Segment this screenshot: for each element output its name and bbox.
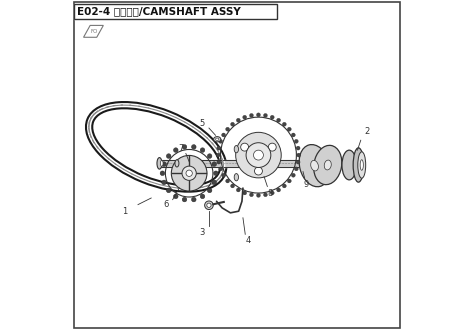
Circle shape [226,179,229,183]
Text: 2: 2 [365,127,370,137]
Circle shape [249,114,254,117]
Circle shape [287,127,291,131]
Circle shape [207,203,211,208]
Circle shape [216,153,220,157]
Circle shape [246,143,271,168]
Circle shape [191,145,196,149]
Circle shape [283,184,286,188]
Circle shape [237,118,240,122]
Circle shape [173,194,178,199]
Circle shape [217,146,221,150]
Circle shape [254,150,264,160]
Ellipse shape [175,160,179,167]
Text: 8: 8 [267,188,273,198]
Text: E02-4 凸轮组件/CAMSHAFT ASSY: E02-4 凸轮组件/CAMSHAFT ASSY [77,7,241,16]
Circle shape [166,188,171,193]
Text: 5: 5 [200,119,205,128]
Text: 4: 4 [246,236,251,246]
Ellipse shape [234,146,238,153]
Ellipse shape [234,174,238,181]
Circle shape [237,188,240,192]
Circle shape [243,191,246,195]
Text: 3: 3 [200,228,205,237]
Circle shape [171,155,207,191]
Circle shape [173,148,178,152]
Circle shape [270,115,274,119]
Circle shape [297,153,301,157]
Circle shape [294,167,298,171]
Ellipse shape [324,160,331,170]
Circle shape [255,167,263,175]
Circle shape [292,133,295,137]
Circle shape [270,191,274,195]
Circle shape [241,143,248,151]
Ellipse shape [299,145,330,187]
Circle shape [264,193,267,197]
Ellipse shape [214,137,221,142]
Ellipse shape [358,152,366,178]
Ellipse shape [314,145,342,185]
Ellipse shape [360,160,364,170]
Circle shape [226,127,229,131]
Circle shape [182,197,187,202]
Circle shape [217,160,221,164]
Circle shape [256,193,260,197]
Circle shape [212,162,217,166]
Circle shape [292,173,295,177]
Circle shape [294,139,298,143]
Circle shape [162,180,166,185]
Circle shape [205,201,213,210]
Circle shape [287,179,291,183]
Circle shape [162,162,166,166]
Ellipse shape [216,138,219,141]
Circle shape [200,194,205,199]
FancyBboxPatch shape [73,4,277,19]
Ellipse shape [157,157,162,169]
Circle shape [219,167,223,171]
Circle shape [182,145,187,149]
Circle shape [236,132,281,178]
Ellipse shape [160,160,163,166]
Circle shape [166,154,171,158]
Circle shape [222,173,226,177]
Circle shape [230,122,235,126]
Circle shape [207,188,212,193]
Text: 9: 9 [304,180,309,189]
Circle shape [160,171,165,176]
Circle shape [200,148,205,152]
Circle shape [277,118,281,122]
Circle shape [222,133,226,137]
Circle shape [212,180,217,185]
Text: 7: 7 [178,144,183,153]
Circle shape [296,146,300,150]
Circle shape [243,115,246,119]
Text: 6: 6 [164,200,169,209]
Circle shape [207,154,212,158]
Circle shape [230,184,235,188]
Circle shape [283,122,286,126]
Circle shape [256,113,260,117]
Circle shape [214,171,218,176]
Text: FO: FO [91,29,98,34]
Circle shape [219,139,223,143]
Circle shape [191,197,196,202]
Circle shape [249,193,254,197]
Ellipse shape [342,150,356,180]
Circle shape [277,188,281,192]
Circle shape [182,166,196,181]
Circle shape [186,170,192,177]
Ellipse shape [310,160,319,171]
Circle shape [264,114,267,117]
Circle shape [268,143,276,151]
Text: 1: 1 [122,207,128,216]
Circle shape [296,160,300,164]
Ellipse shape [353,148,364,182]
